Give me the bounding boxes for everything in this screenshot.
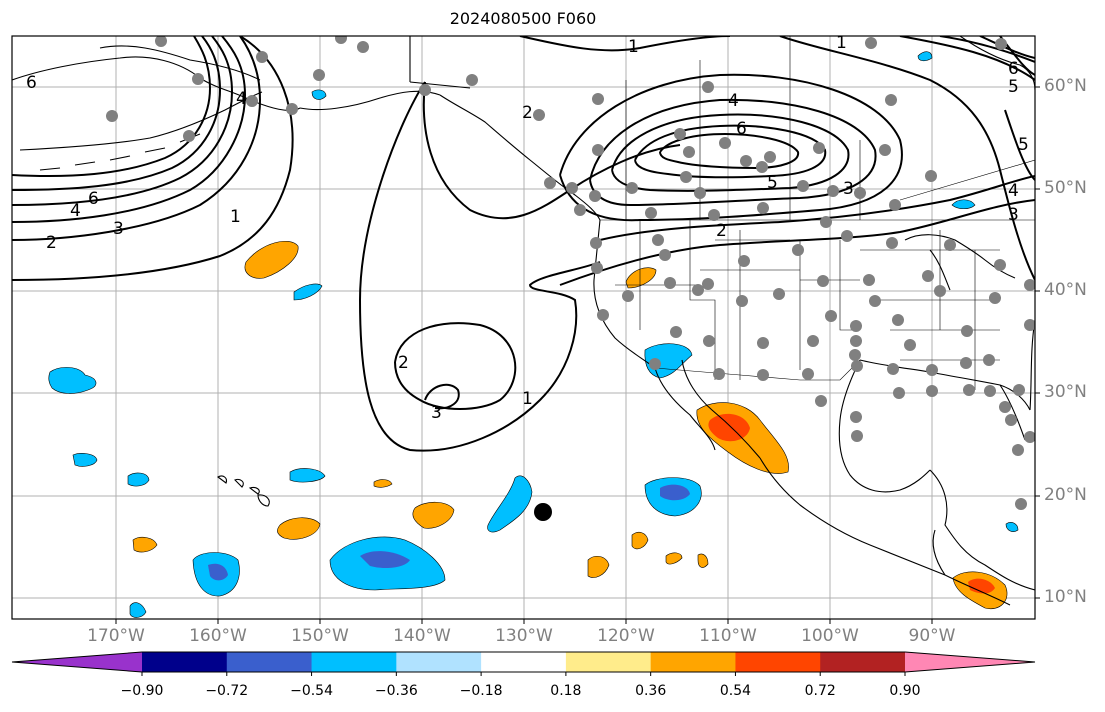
- colorbar: [11, 651, 1036, 676]
- contour-label: 2: [716, 221, 727, 241]
- anomaly-fills: [48, 51, 1019, 618]
- colorbar-tick-label: −0.54: [290, 683, 333, 699]
- colorbar-segment: [481, 652, 567, 672]
- coastlines: [12, 36, 1035, 606]
- colorbar-tick-label: 0.72: [804, 683, 836, 699]
- contour-label: 1: [628, 37, 639, 57]
- colorbar-tick-label: 0.36: [635, 683, 667, 699]
- colorbar-tick-label: −0.72: [205, 683, 249, 699]
- lon-label-100w: 100°W: [801, 626, 859, 646]
- lon-label-160w: 160°W: [189, 626, 247, 646]
- colorbar-tick-label: −0.18: [459, 683, 503, 699]
- map-title: 2024080500 F060: [449, 9, 597, 28]
- strong-negative-hawaii: [360, 551, 410, 568]
- colorbar-segment: [311, 652, 397, 672]
- colorbar-segment: [142, 652, 228, 672]
- lat-label-10n: 10°N: [1044, 587, 1087, 607]
- contour-label: 3: [843, 179, 854, 199]
- colorbar-segment: [396, 652, 482, 672]
- contour-label: 1: [522, 389, 533, 409]
- contour-label: 4: [728, 91, 739, 111]
- contour-label: 4: [70, 201, 81, 221]
- contour-label: 6: [88, 189, 99, 209]
- lat-label-50n: 50°N: [1044, 178, 1087, 198]
- contour-label: 3: [1008, 205, 1019, 225]
- contour-label: 5: [1008, 77, 1019, 97]
- contour-labels: 2 3 4 6 1 2 3 1 2 1 1 4 6 5 3 2 6 5 4 3 …: [26, 33, 1029, 423]
- contour-label: 5: [767, 173, 778, 193]
- contour-label: 6: [1008, 59, 1019, 79]
- lon-label-150w: 150°W: [291, 626, 349, 646]
- contour-label: 3: [431, 403, 442, 423]
- contour-label: 1: [836, 33, 847, 53]
- colorbar-tick-label: 0.54: [719, 683, 752, 699]
- strong-anomaly-mexico: [708, 413, 750, 442]
- lon-label-120w: 120°W: [597, 626, 655, 646]
- colorbar-extend-min: [12, 652, 142, 672]
- colorbar-extend-max: [905, 652, 1035, 672]
- colorbar-tick-label: 0.90: [889, 683, 921, 699]
- contour-label: 2: [398, 353, 409, 373]
- graticule: [12, 36, 1035, 619]
- lon-label-130w: 130°W: [495, 626, 553, 646]
- lat-label-60n: 60°N: [1044, 76, 1087, 96]
- positive-anomaly-pacific-north: [244, 240, 299, 279]
- contour-label: 2: [46, 233, 57, 253]
- colorbar-segment: [820, 652, 906, 672]
- contour-label: 5: [1018, 135, 1029, 155]
- contour-label: 6: [26, 73, 37, 93]
- colorbar-segment: [565, 652, 652, 672]
- positive-anomaly-california: [625, 267, 657, 289]
- storm-marker: [534, 503, 552, 521]
- contour-label: 4: [236, 89, 247, 109]
- lon-label-140w: 140°W: [393, 626, 451, 646]
- lon-label-90w: 90°W: [908, 626, 956, 646]
- lon-label-110w: 110°W: [699, 626, 757, 646]
- colorbar-segment: [735, 652, 821, 672]
- colorbar-segment: [650, 652, 736, 672]
- lat-label-20n: 20°N: [1044, 485, 1087, 505]
- lat-label-30n: 30°N: [1044, 382, 1087, 402]
- colorbar-tick-label: 0.18: [550, 683, 582, 699]
- contour-label: 3: [113, 219, 124, 239]
- lon-label-170w: 170°W: [87, 626, 145, 646]
- lat-label-40n: 40°N: [1044, 280, 1087, 300]
- contour-label: 4: [1008, 181, 1019, 201]
- strong-anomaly-central-america: [968, 578, 995, 594]
- contour-label: 1: [230, 207, 241, 227]
- contour-label: 2: [522, 103, 533, 123]
- contours: [12, 36, 1035, 452]
- colorbar-tick-label: −0.90: [120, 683, 164, 699]
- contour-label: 6: [736, 119, 747, 139]
- station-dots: [106, 36, 1035, 510]
- colorbar-tick-label: −0.36: [374, 683, 418, 699]
- colorbar-segment: [226, 652, 313, 672]
